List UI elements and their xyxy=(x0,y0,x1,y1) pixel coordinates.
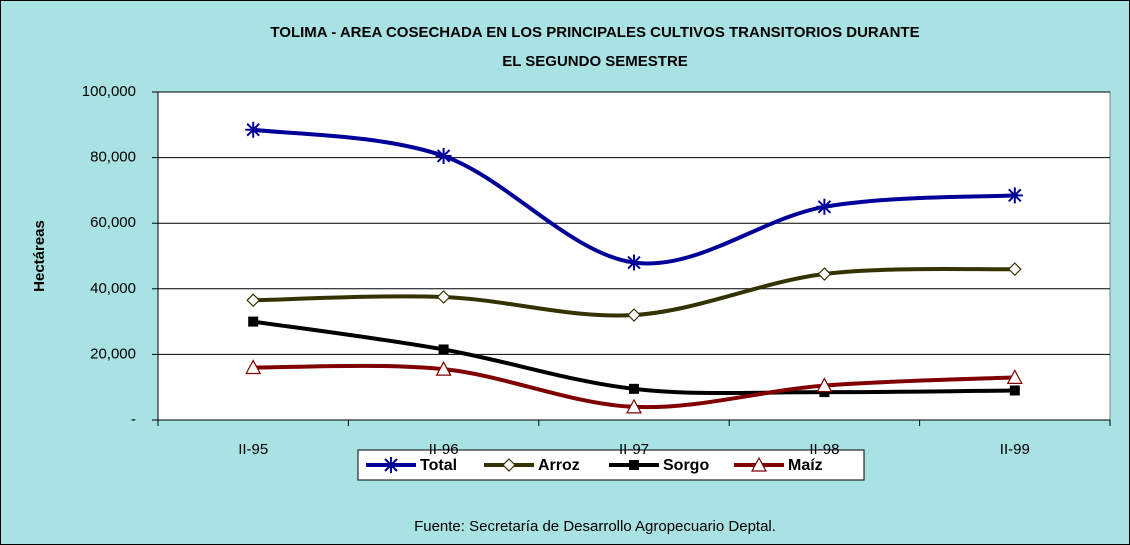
marker xyxy=(1007,262,1022,276)
y-tick-label: 60,000 xyxy=(90,214,136,231)
legend-label: Sorgo xyxy=(663,457,709,474)
x-tick-label: II-97 xyxy=(619,441,649,458)
legend-label: Arroz xyxy=(538,457,580,474)
marker xyxy=(435,147,452,164)
marker xyxy=(625,398,643,414)
marker xyxy=(626,254,642,271)
x-tick-label: II-98 xyxy=(809,441,839,458)
chart-title: EL SEGUNDO SEMESTRE xyxy=(502,53,688,70)
marker xyxy=(627,308,641,322)
marker xyxy=(435,360,452,376)
marker xyxy=(750,456,768,472)
chart-title: TOLIMA - AREA COSECHADA EN LOS PRINCIPAL… xyxy=(270,24,919,41)
marker xyxy=(817,267,832,281)
marker xyxy=(246,293,261,308)
x-tick-label: II-99 xyxy=(1000,441,1030,458)
legend: Total Arroz Sorgo Maíz xyxy=(366,456,823,474)
marker xyxy=(383,457,399,473)
y-axis-label: Hectáreas xyxy=(31,220,48,292)
y-tick-label: 20,000 xyxy=(90,345,136,362)
marker xyxy=(629,383,639,394)
y-tick-label: 100,000 xyxy=(82,83,136,100)
y-tick-label: 80,000 xyxy=(90,149,136,166)
y-tick-label: 40,000 xyxy=(90,280,136,297)
marker xyxy=(502,458,516,472)
source-note: Fuente: Secretaría de Desarrollo Agropec… xyxy=(414,518,776,535)
marker xyxy=(816,377,833,393)
legend-label: Total xyxy=(420,457,457,474)
marker xyxy=(629,460,639,470)
marker xyxy=(1009,385,1020,396)
marker xyxy=(248,316,259,327)
x-tick-label: II-95 xyxy=(238,441,268,458)
x-tick-label: II-96 xyxy=(429,441,459,458)
marker xyxy=(816,198,833,215)
marker xyxy=(1006,187,1023,204)
marker xyxy=(245,121,262,138)
legend-label: Maíz xyxy=(788,457,823,474)
marker xyxy=(1006,369,1023,384)
marker xyxy=(436,290,451,304)
marker xyxy=(438,344,449,355)
marker xyxy=(245,359,262,375)
y-tick-label: - xyxy=(131,411,136,428)
